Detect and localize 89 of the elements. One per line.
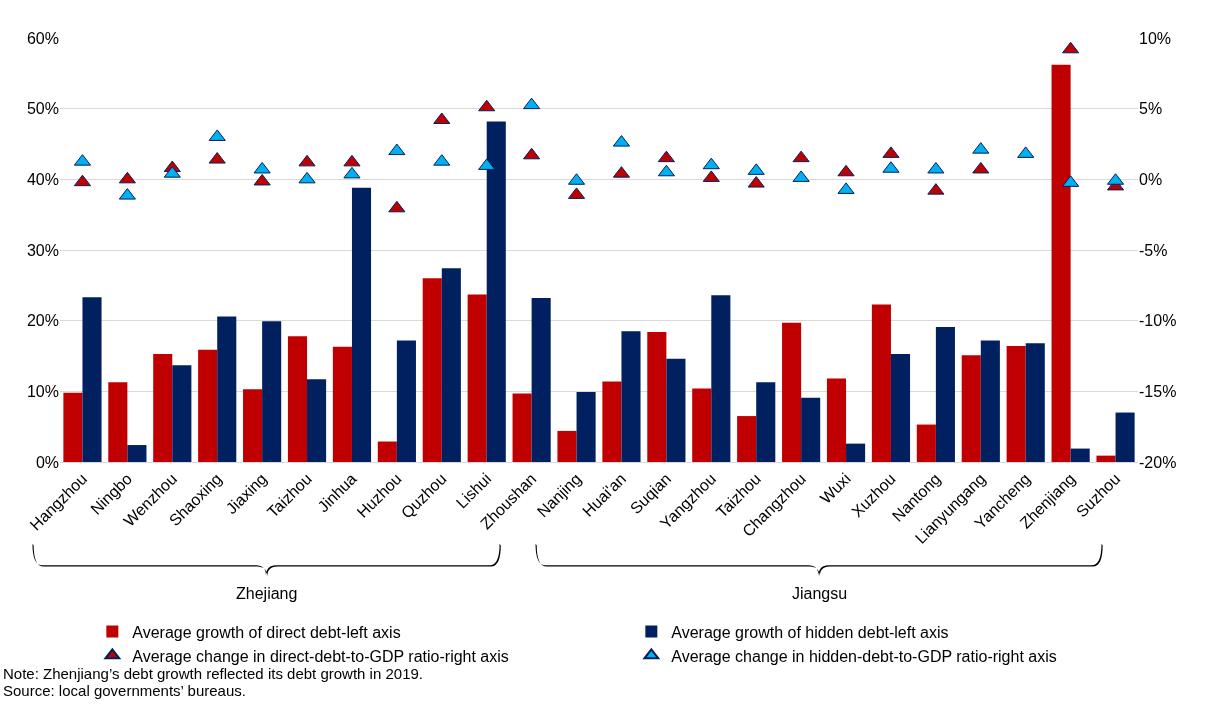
point [702,157,720,170]
bar [782,322,802,462]
y2-tick-label: -10% [1139,312,1177,330]
point [118,171,136,184]
y-tick-label: 10% [26,382,59,400]
bar [557,430,577,462]
bar [1025,343,1045,462]
point [657,150,675,163]
bar [531,298,551,462]
point [253,173,271,186]
legend-label: Average growth of hidden debt-left axis [671,623,949,641]
bar [1006,346,1026,462]
bar [916,424,936,462]
bar [377,441,397,462]
point [343,166,361,179]
bar [756,382,776,462]
legend-label: Average change in hidden-debt-to-GDP ratio-right axis [671,647,1057,665]
y-tick-label: 20% [26,312,59,330]
point [388,200,406,213]
point [253,161,271,174]
bar [262,321,282,462]
bar [737,416,757,462]
point [478,99,496,112]
bar [332,346,352,462]
bar [512,393,532,462]
bar [647,331,667,462]
bar [422,278,442,462]
bar [287,336,308,462]
y2-tick-label: 10% [1139,29,1172,47]
point [388,143,406,156]
bar [801,397,821,462]
bar [980,340,1000,462]
bar [351,187,372,462]
text: Jiangsu [792,585,848,602]
bar [153,353,173,462]
bar [217,316,237,462]
point [298,154,316,167]
point [972,161,990,174]
bar [871,304,891,462]
point [1062,41,1080,54]
bar [935,327,955,462]
legend-label: Average growth of direct debt-left axis [132,623,401,641]
y-tick-label: 40% [26,170,59,188]
bar [82,297,102,462]
y2-tick-label: -20% [1139,453,1177,471]
y2-tick-label: 5% [1139,100,1163,118]
bar [63,392,83,462]
bar [307,379,327,462]
bar [666,358,686,462]
bar [890,353,911,462]
bar [576,392,596,462]
y-tick-label: 50% [26,100,59,118]
point [343,154,361,167]
bar [108,382,128,462]
bar [846,443,866,462]
text: Zhejiang [236,585,298,602]
y2-tick-label: 0% [1139,170,1163,188]
point [792,150,810,163]
bar [711,295,731,462]
point [523,147,541,160]
bar [602,381,622,462]
point [657,164,675,177]
source-note: Source: local governments’ bureaus. [3,682,246,699]
bar [1115,412,1135,462]
point [837,164,855,177]
bar [243,389,263,462]
bar [826,378,847,462]
bar [961,355,981,462]
bar [198,349,218,462]
bar [1070,448,1090,462]
point [523,97,541,110]
y-tick-label: 60% [26,29,59,47]
bar [396,340,416,462]
bar [467,294,487,462]
bar [441,268,461,462]
bar [127,445,147,462]
y2-tick-label: -5% [1139,241,1168,259]
bar [1096,455,1116,462]
bar [692,388,712,462]
point [298,171,316,184]
y2-tick-label: -15% [1139,382,1177,400]
y-tick-label: 30% [26,241,59,259]
bar [172,365,192,462]
text: Note: Zhenjiang’s debt growth reflected its debt growth in 2019. [3,665,423,682]
legend-label: Average change in direct-debt-to-GDP ratio-right axis [132,647,509,665]
bar [621,331,641,462]
bar [1051,64,1071,462]
point [927,161,945,174]
y-tick-label: 0% [35,453,59,471]
